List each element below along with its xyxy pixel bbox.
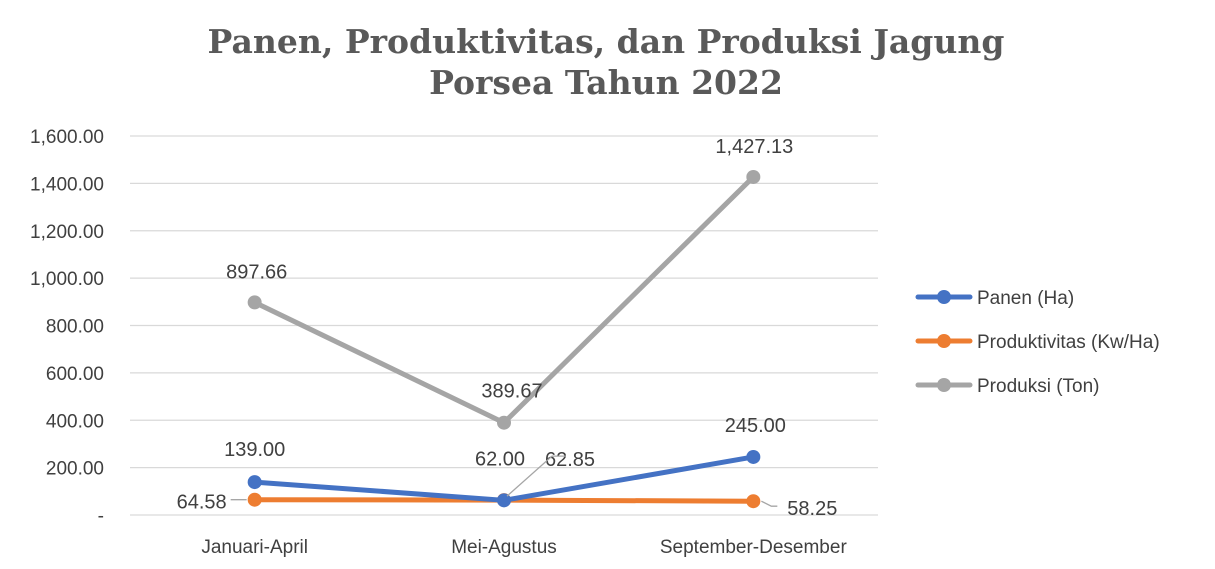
data-point	[746, 494, 761, 509]
data-label: 1,427.13	[715, 136, 793, 158]
data-point	[247, 492, 262, 507]
y-tick-label: 1,600.00	[30, 127, 104, 148]
chart-title-line-2: Porsea Tahun 2022	[429, 63, 783, 102]
y-tick-label: 1,400.00	[30, 174, 104, 195]
x-tick-label: Januari-April	[201, 537, 308, 558]
data-label: 62.85	[545, 449, 595, 471]
legend-swatch-marker	[937, 378, 951, 392]
data-label: 245.00	[725, 415, 786, 437]
y-tick-label: -	[98, 506, 104, 527]
legend: Panen (Ha) Produktivitas (Kw/Ha) Produksi …	[915, 288, 1160, 397]
leader-line	[506, 455, 566, 497]
data-label: 897.66	[226, 261, 287, 283]
data-point	[247, 475, 262, 490]
data-label: 58.25	[787, 498, 837, 520]
data-label: 389.67	[481, 381, 542, 403]
series-lines	[247, 169, 761, 509]
data-point	[497, 415, 511, 430]
legend-swatch-marker	[937, 334, 951, 348]
y-tick-label: 200.00	[46, 459, 104, 480]
y-tick-label: 1,200.00	[30, 222, 104, 243]
y-tick-label: 600.00	[46, 364, 104, 385]
chart-title-line-1: Panen, Produktivitas, dan Produksi Jagun…	[208, 22, 1005, 61]
axis-labels: - 200.00 400.00 600.00 800.00 1,000.00 1,200.0…	[30, 127, 847, 558]
x-tick-label: September-Desember	[660, 537, 848, 558]
y-tick-label: 800.00	[46, 317, 104, 338]
data-point	[746, 449, 761, 464]
legend-label: Produktivitas (Kw/Ha)	[977, 332, 1160, 353]
data-label: 139.00	[224, 439, 285, 461]
data-point	[746, 169, 761, 184]
legend-label: Panen (Ha)	[977, 288, 1074, 309]
legend-swatch-marker	[937, 290, 951, 304]
data-label: 62.00	[475, 448, 525, 470]
data-label: 64.58	[177, 492, 227, 514]
legend-label: Produksi (Ton)	[977, 376, 1100, 397]
data-point	[247, 295, 262, 310]
leader-line	[761, 500, 778, 507]
gridlines	[130, 135, 878, 516]
data-point	[497, 493, 511, 508]
x-tick-label: Mei-Agustus	[451, 537, 557, 558]
y-tick-label: 1,000.00	[30, 269, 104, 290]
y-tick-label: 400.00	[46, 411, 104, 432]
data-labels: 139.00 62.00 245.00 64.58 62.85 58.25 897.66 38…	[177, 136, 838, 520]
